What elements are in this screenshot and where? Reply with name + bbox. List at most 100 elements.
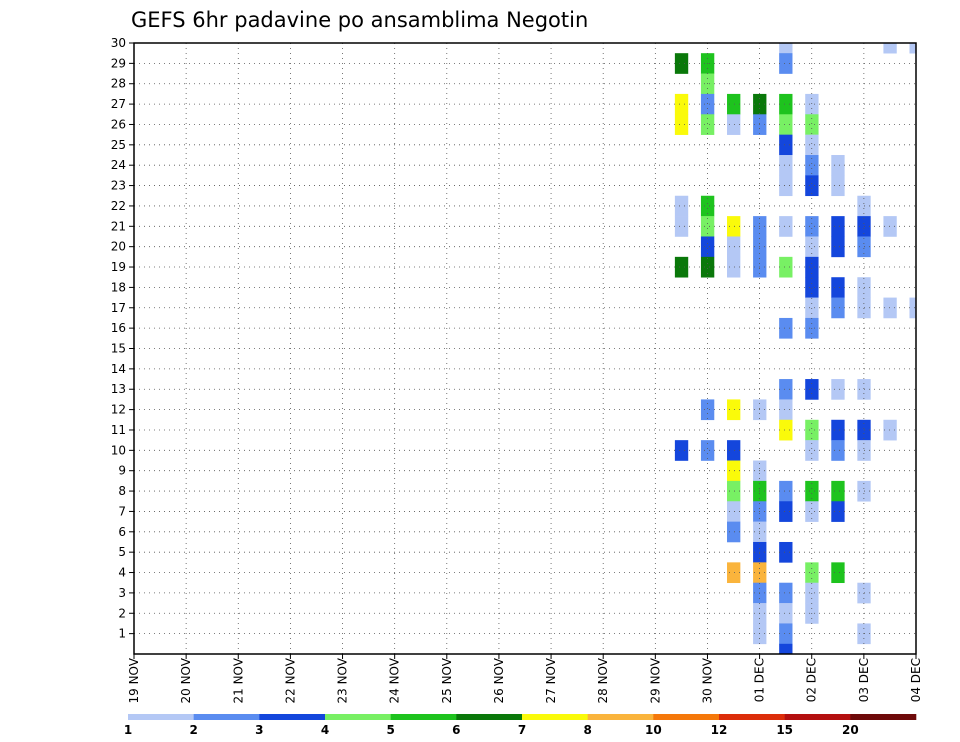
heatmap-cell [700, 236, 715, 258]
x-tick-label: 22 NOV [283, 657, 297, 703]
colorbar-swatch [719, 714, 785, 720]
heatmap-cell [727, 562, 741, 584]
y-tick-label: 13 [111, 382, 126, 396]
heatmap-cell [883, 297, 897, 319]
heatmap-cell [805, 419, 819, 441]
heatmap-cell [831, 277, 845, 298]
colorbar-swatch [259, 714, 326, 720]
y-tick-label: 4 [118, 566, 126, 580]
y-tick-label: 29 [111, 56, 126, 70]
chart-title: GEFS 6hr padavine po ansamblima Negotin [131, 8, 588, 32]
x-tick-label: 26 NOV [492, 657, 506, 703]
heatmap-cell [805, 256, 819, 278]
heatmap-cell [700, 216, 715, 237]
heatmap-cell [831, 175, 845, 197]
heatmap-cell [805, 277, 819, 298]
heatmap-cell [805, 216, 819, 237]
y-tick-label: 30 [111, 36, 126, 50]
heatmap-cell [727, 440, 741, 461]
heatmap-cell [883, 43, 897, 54]
colorbar-swatch [587, 714, 654, 720]
colorbar-label: 8 [583, 723, 591, 737]
heatmap-cell [779, 93, 793, 115]
heatmap-cell [779, 541, 793, 563]
y-tick-label: 26 [111, 117, 126, 131]
colorbar-label: 3 [255, 723, 263, 737]
y-tick-label: 25 [111, 138, 126, 152]
heatmap-cell [727, 236, 741, 258]
heatmap-cell [674, 216, 689, 237]
y-tick-label: 19 [111, 260, 126, 274]
y-axis-ticks: 1234567891011121314151617181920212223242… [111, 36, 134, 641]
heatmap-cell [727, 501, 741, 522]
heatmap-cell [805, 175, 819, 197]
colorbar-swatch [784, 714, 851, 720]
heatmap-cell [831, 155, 845, 176]
x-axis-ticks: 19 NOV 20 NOV 21 NOV 22 NOV 23 NOV 24 NOV 25 N… [127, 654, 923, 704]
colorbar-swatch [653, 714, 720, 720]
heatmap-cell [700, 195, 715, 217]
colorbar-label: 4 [321, 723, 329, 737]
heatmap-cell [727, 399, 741, 421]
heatmap-cell [805, 440, 819, 461]
colorbar-swatch [850, 714, 917, 720]
heatmap-cell [831, 236, 845, 258]
heatmap-cell [727, 256, 741, 278]
colorbar-swatch [390, 714, 457, 720]
heatmap-cell [779, 317, 793, 339]
heatmap-cell [831, 419, 845, 441]
heatmap-cell [883, 419, 897, 441]
heatmap-cell [674, 93, 689, 115]
heatmap-cell [805, 297, 819, 319]
heatmap-cell [727, 114, 741, 135]
x-tick-label: 27 NOV [544, 657, 558, 703]
colorbar-label: 6 [452, 723, 460, 737]
y-tick-label: 27 [111, 97, 126, 111]
y-tick-label: 21 [111, 219, 126, 233]
x-tick-label: 25 NOV [440, 657, 454, 703]
colorbar: 1 2 3 4 5 6 7 8 10 12 15 20 [124, 714, 917, 737]
y-tick-label: 23 [111, 179, 126, 193]
x-tick-label: 21 NOV [231, 657, 245, 703]
heatmap-cell [727, 216, 741, 237]
heatmap-cell [831, 379, 845, 400]
y-tick-label: 3 [118, 586, 126, 600]
heatmap-cell [700, 399, 715, 421]
heatmap-cell [700, 256, 715, 278]
colorbar-label: 5 [386, 723, 394, 737]
x-tick-label: 04 DEC [909, 658, 923, 702]
heatmap-cell [779, 155, 793, 176]
heatmap-cell [779, 582, 793, 604]
x-tick-label: 24 NOV [388, 657, 402, 703]
x-tick-label: 29 NOV [648, 657, 662, 703]
x-tick-label: 03 DEC [857, 658, 871, 702]
colorbar-swatch [522, 714, 588, 720]
colorbar-label: 20 [842, 723, 859, 737]
y-tick-label: 15 [111, 342, 126, 356]
heatmap-cell [779, 623, 793, 645]
colorbar-label: 7 [518, 723, 526, 737]
heatmap-cell [779, 379, 793, 400]
y-tick-label: 17 [111, 301, 126, 315]
heatmap-cell [831, 440, 845, 461]
heatmap-cell [831, 562, 845, 584]
heatmap-cell [831, 216, 845, 237]
dotted-grid [133, 42, 917, 654]
heatmap-cell [779, 419, 793, 441]
colorbar-label: 12 [711, 723, 728, 737]
heatmap-cell [831, 297, 845, 319]
x-tick-label: 23 NOV [336, 657, 350, 703]
x-tick-label: 20 NOV [179, 657, 193, 703]
y-tick-label: 2 [118, 606, 126, 620]
heatmap-cell [779, 43, 793, 54]
heatmap-cell [779, 134, 793, 156]
y-tick-label: 1 [118, 627, 126, 641]
colorbar-label: 10 [645, 723, 662, 737]
heatmap-cell [727, 480, 741, 502]
colorbar-label: 2 [189, 723, 197, 737]
heatmap-cell [779, 399, 793, 421]
heatmap-cell [779, 480, 793, 502]
y-tick-label: 22 [111, 199, 126, 213]
heatmap-cell [674, 114, 689, 135]
heatmap-cell [700, 93, 715, 115]
